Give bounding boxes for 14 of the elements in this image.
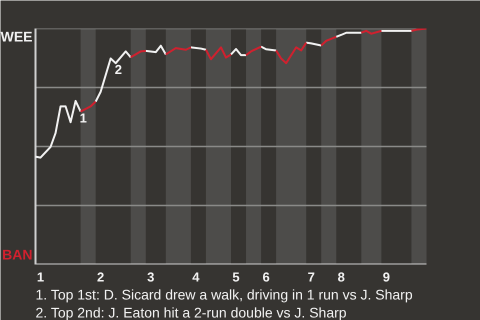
text: WEE bbox=[0, 28, 32, 44]
x-tick-label: 6 bbox=[262, 270, 270, 284]
x-tick-label: 9 bbox=[382, 270, 390, 284]
text: BAN bbox=[2, 246, 33, 262]
annotation: 1 bbox=[80, 110, 87, 126]
x-tick-label: 8 bbox=[338, 270, 345, 284]
x-tick-label: 3 bbox=[147, 270, 154, 284]
x-tick-label: 2 bbox=[97, 270, 104, 284]
annotation: 2 bbox=[114, 62, 122, 78]
x-tick-label: 1 bbox=[36, 270, 44, 284]
x-tick-label: 5 bbox=[232, 270, 240, 284]
x-tick-label: 7 bbox=[308, 270, 315, 284]
x-tick-label: 4 bbox=[192, 270, 200, 284]
text: 1. Top 1st: D. Sicard drew a walk, driving in 1 run vs J. Sharp bbox=[36, 286, 413, 302]
